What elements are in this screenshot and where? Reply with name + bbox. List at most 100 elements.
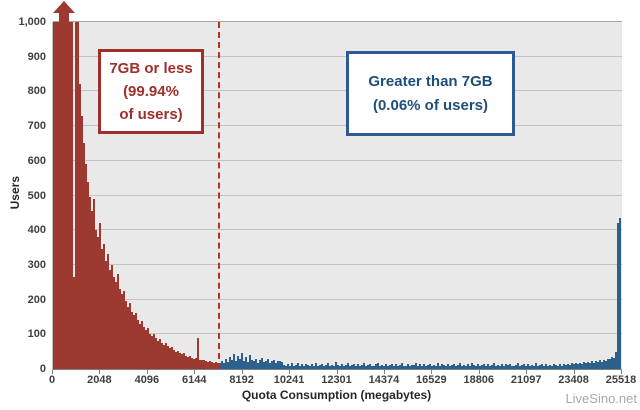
histogram-bar [423, 364, 425, 369]
histogram-bar [459, 363, 461, 369]
histogram-bar [461, 366, 463, 369]
histogram-bar [101, 249, 103, 369]
histogram-bar [475, 366, 477, 369]
histogram-bar [251, 360, 253, 369]
histogram-bar [441, 364, 443, 369]
histogram-bar [617, 223, 619, 369]
histogram-bar [321, 364, 323, 369]
histogram-bar [189, 356, 191, 369]
histogram-bar [135, 313, 137, 369]
histogram-bar [563, 364, 565, 369]
histogram-bar [99, 223, 101, 369]
histogram-bar [225, 359, 227, 369]
histogram-bar [591, 361, 593, 369]
histogram-bar [407, 364, 409, 369]
annotation-greater-than-7gb: Greater than 7GB (0.06% of users) [346, 51, 515, 136]
histogram-bar [91, 211, 93, 369]
gridline [53, 194, 622, 196]
histogram-bar [483, 364, 485, 369]
histogram-bar [589, 363, 591, 369]
x-tick-mark [383, 370, 385, 374]
histogram-bar [247, 362, 249, 369]
histogram-bar [527, 364, 529, 369]
watermark: LiveSino.net [565, 391, 637, 406]
histogram-bar [567, 364, 569, 369]
histogram-bar [159, 339, 161, 369]
histogram-bar [395, 364, 397, 369]
histogram-bar [157, 341, 159, 369]
histogram-bar [595, 361, 597, 369]
histogram-bar [495, 366, 497, 369]
histogram-bar [291, 363, 293, 369]
x-tick-label: 23408 [558, 374, 589, 386]
histogram-bar [73, 277, 75, 369]
histogram-bar [369, 364, 371, 369]
histogram-bar [353, 364, 355, 369]
gridline [53, 159, 622, 161]
histogram-bar [411, 365, 413, 369]
histogram-bar [389, 365, 391, 369]
histogram-bar [139, 324, 141, 369]
histogram-bar [437, 363, 439, 369]
histogram-bar [341, 364, 343, 369]
histogram-bar [371, 366, 373, 369]
histogram-bar [277, 361, 279, 369]
histogram-bar [431, 366, 433, 369]
histogram-bar [63, 22, 65, 369]
histogram-bar [469, 366, 471, 369]
x-tick-mark [478, 370, 480, 374]
x-tick-mark [146, 370, 148, 374]
histogram-bar [53, 22, 55, 369]
annotation-line: (0.06% of users) [372, 96, 489, 114]
histogram-bar [387, 366, 389, 369]
histogram-bar [473, 365, 475, 369]
histogram-bar [285, 366, 287, 369]
x-tick-label: 10241 [273, 374, 305, 386]
histogram-bar [349, 366, 351, 369]
histogram-bar [415, 363, 417, 369]
histogram-bar [191, 358, 193, 369]
histogram-bar [359, 366, 361, 369]
histogram-bar [571, 363, 573, 369]
histogram-bar [303, 366, 305, 369]
histogram-bar [373, 366, 375, 369]
histogram-bar [583, 362, 585, 369]
x-tick-mark [289, 370, 291, 374]
histogram-bar [205, 361, 207, 369]
histogram-bar [539, 365, 541, 369]
histogram-bar [153, 334, 155, 369]
histogram-bar [561, 366, 563, 369]
histogram-bar [229, 357, 231, 369]
histogram-bar [117, 274, 119, 369]
histogram-bar [155, 338, 157, 369]
histogram-bar [537, 366, 539, 369]
histogram-bar [297, 363, 299, 369]
histogram-bar [233, 354, 235, 369]
histogram-bar [167, 346, 169, 369]
histogram-bar [89, 197, 91, 369]
histogram-bar [615, 352, 617, 369]
histogram-bar [375, 364, 377, 369]
histogram-bar [259, 360, 261, 369]
histogram-bar [553, 364, 555, 369]
histogram-bar [491, 365, 493, 369]
histogram-bar [487, 364, 489, 369]
histogram-bar [319, 365, 321, 369]
histogram-bar [213, 363, 215, 369]
x-tick-label: 16529 [416, 374, 447, 386]
y-tick-label: 100 [27, 328, 46, 341]
histogram-bar [419, 364, 421, 369]
histogram-bar [95, 230, 97, 369]
histogram-bar [227, 362, 229, 369]
histogram-bar [85, 164, 87, 369]
histogram-bar [565, 365, 567, 369]
histogram-bar [435, 366, 437, 369]
histogram-bar [201, 360, 203, 369]
histogram-bar [275, 363, 277, 369]
histogram-bar [611, 357, 613, 369]
histogram-bar [193, 359, 195, 369]
histogram-bar [315, 363, 317, 369]
histogram-bar [165, 343, 167, 369]
histogram-bar [363, 363, 365, 369]
histogram-bar [143, 327, 145, 369]
